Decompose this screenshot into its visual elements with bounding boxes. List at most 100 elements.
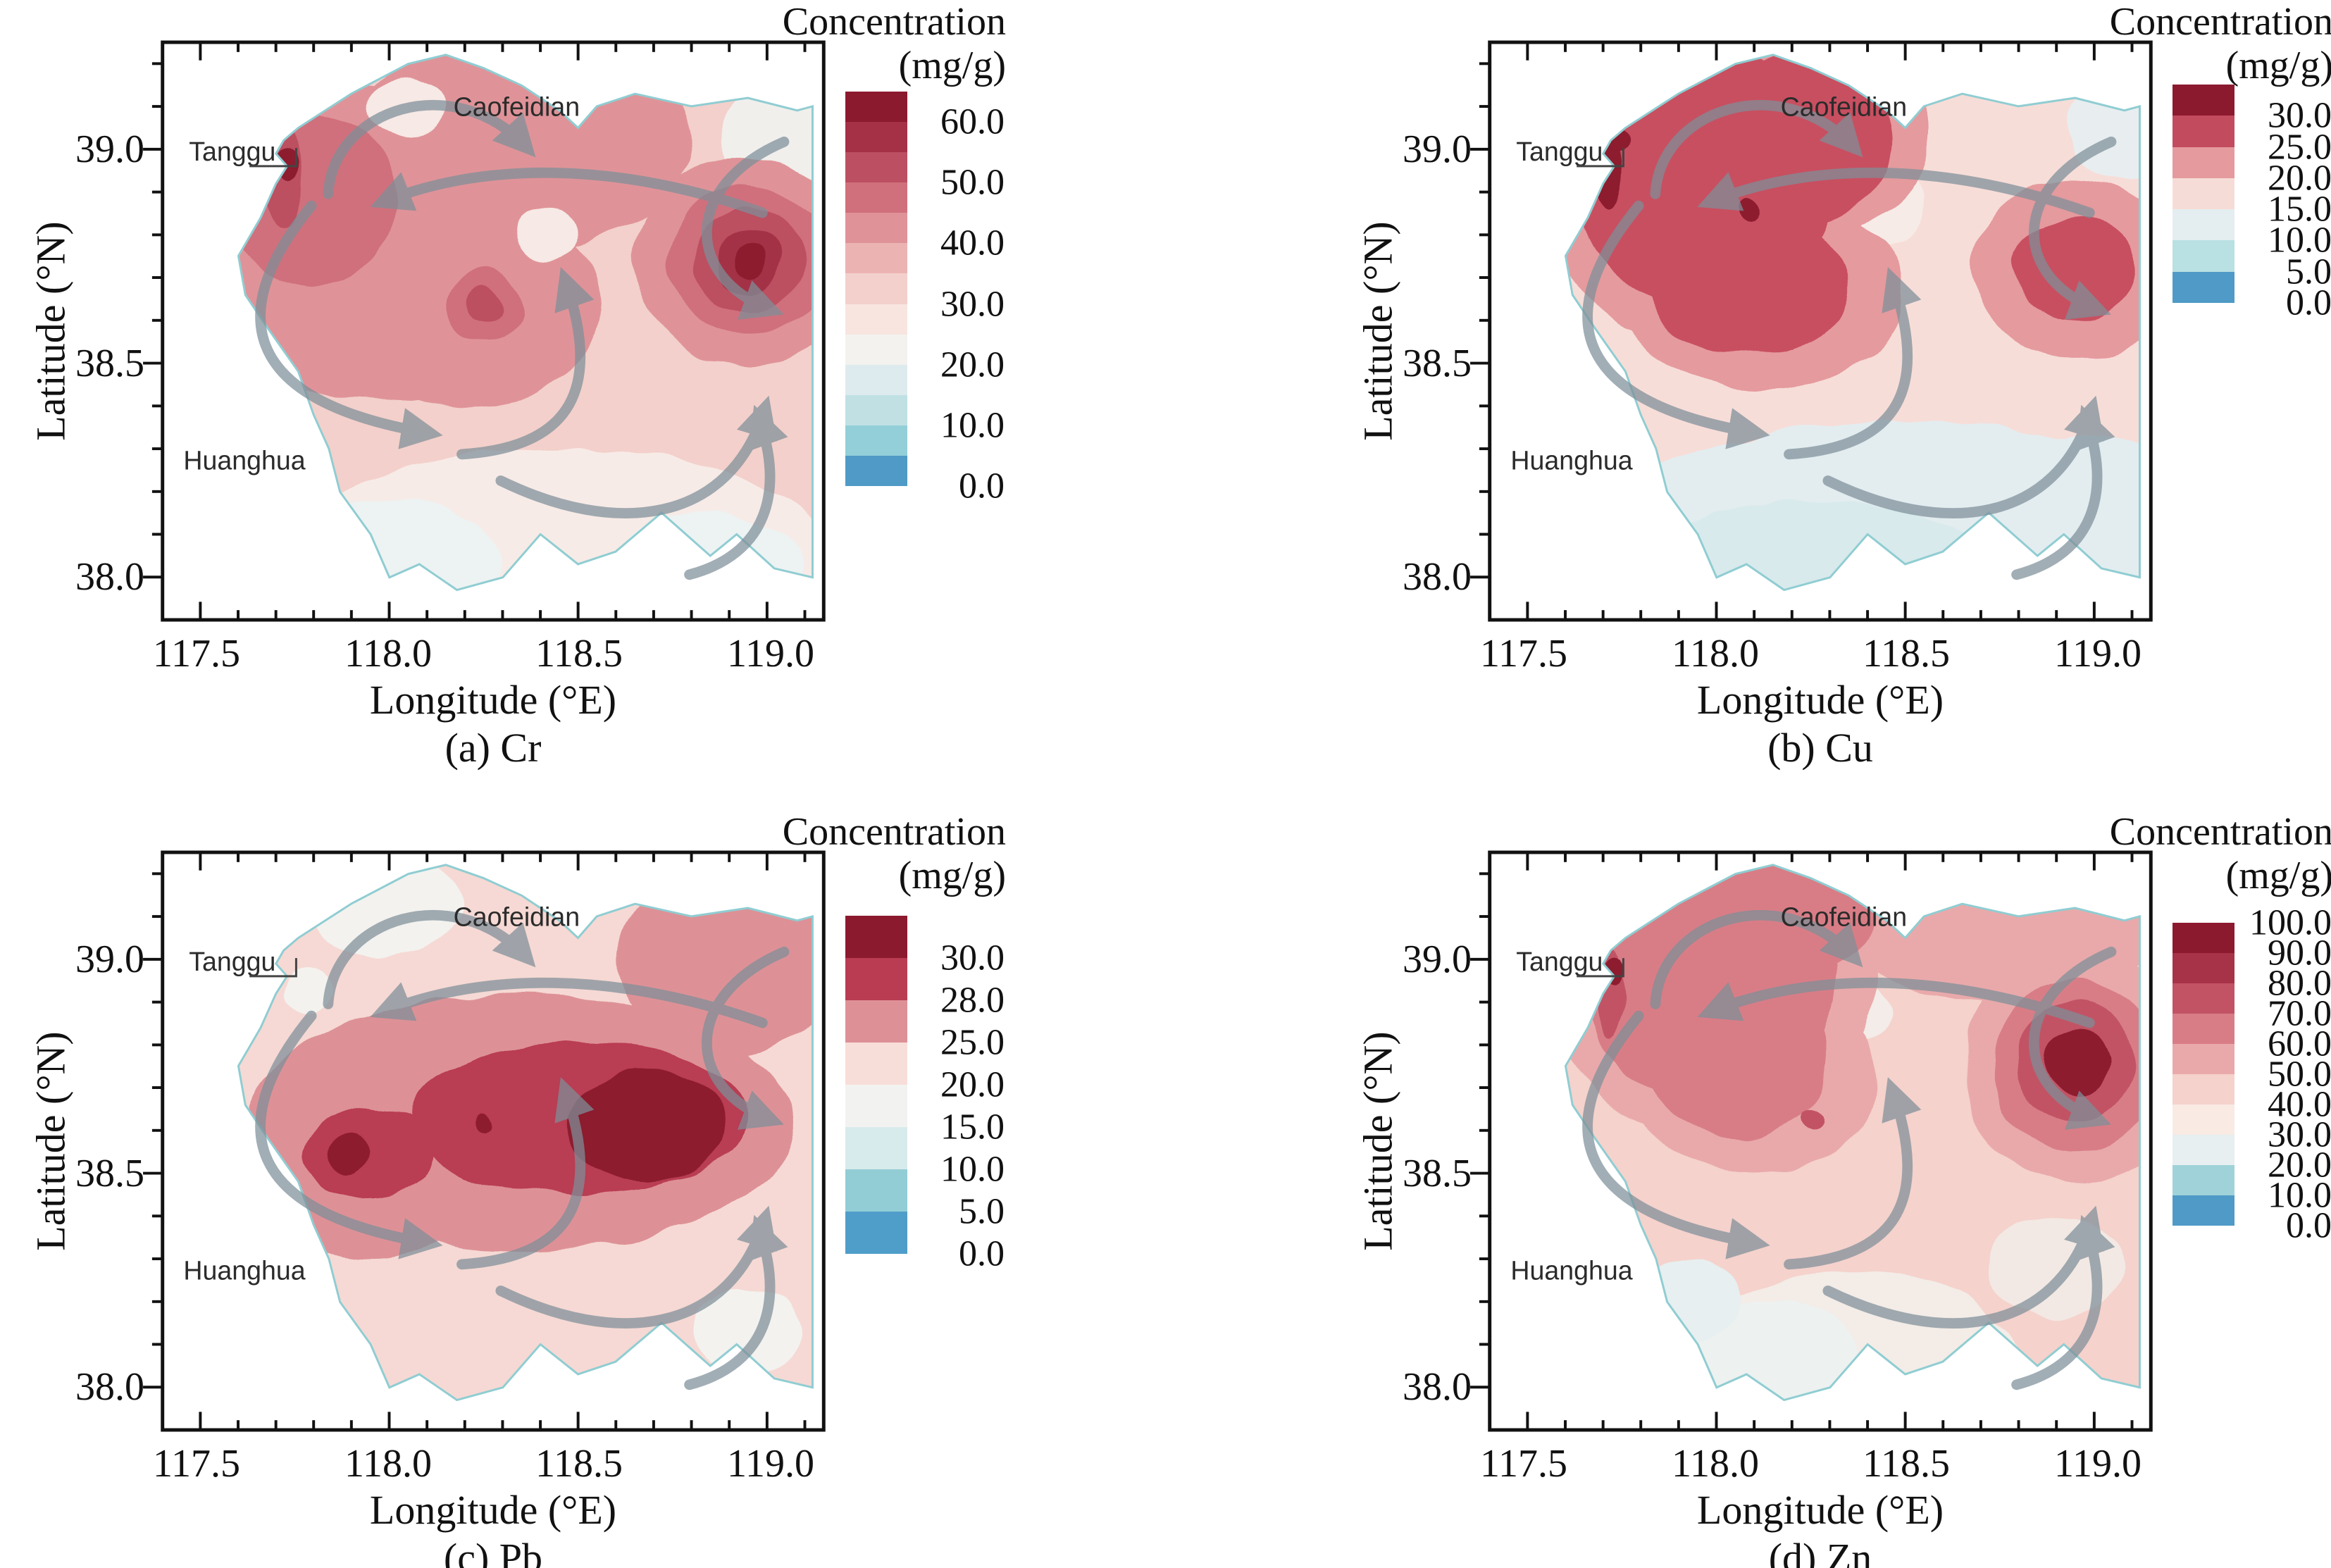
colorbar-block (845, 425, 907, 456)
panel-d: Latitude (°N) 39.0 38.5 38.0 117.5 118.0… (1327, 810, 2331, 1568)
contour-region (566, 1070, 726, 1182)
colorbar-title: Concentration (mg/g) (2002, 810, 2331, 897)
x-tick-label: 117.5 (1480, 1442, 1567, 1486)
contour-region (1644, 217, 1849, 355)
y-tick-label: 38.5 (1403, 342, 1472, 385)
colorbar-block (2173, 983, 2234, 1014)
current-arrow (495, 395, 777, 518)
colorbar-tick-label: 50.0 (940, 162, 1005, 203)
colorbar-tick-label: 25.0 (2268, 127, 2331, 168)
y-axis-label: Latitude (°N) (1355, 221, 1401, 441)
current-arrow (255, 200, 443, 449)
colorbar-block (845, 1127, 907, 1169)
colorbar-tick-label: 10.0 (940, 1149, 1005, 1190)
contour-region (283, 968, 329, 1011)
colorbar-tick-label: 10.0 (2268, 1175, 2331, 1216)
colorbar-tick-label: 5.0 (2286, 251, 2331, 292)
x-tick-label: 118.0 (344, 1442, 432, 1486)
current-arrow (1784, 1077, 1922, 1270)
current-arrow (1650, 909, 1863, 1009)
panel-b: Latitude (°N) 39.0 38.5 38.0 117.5 118.0… (1327, 0, 2331, 784)
plot-border (1488, 850, 2153, 1432)
city-label-caofeidian: Caofeidian (1781, 902, 1907, 932)
city-label-tanggu: Tanggu (1516, 947, 1603, 976)
current-arrow (684, 1214, 788, 1390)
y-tick-label: 39.0 (75, 127, 144, 171)
y-tick-label: 38.0 (75, 1365, 144, 1409)
x-tick-label: 119.0 (727, 632, 814, 676)
city-label-caofeidian: Caofeidian (1781, 92, 1907, 122)
panel-c: Latitude (°N) 39.0 38.5 38.0 117.5 118.0… (0, 810, 1007, 1568)
current-arrow (255, 1010, 443, 1259)
current-arrow (323, 909, 536, 1009)
city-label-huanghua: Huanghua (183, 446, 305, 475)
y-tick-label: 38.5 (75, 1152, 144, 1195)
colorbar-tick-label: 25.0 (940, 1022, 1005, 1063)
colorbar (2173, 85, 2234, 303)
colorbar-block (2173, 116, 2234, 147)
current-arrow (1582, 1010, 1770, 1259)
panel-caption: (a) Cr (445, 725, 542, 771)
x-tick-label: 117.5 (153, 1442, 240, 1486)
colorbar-block (845, 1085, 907, 1127)
colorbar-tick-label: 30.0 (940, 284, 1005, 325)
colorbar-block (845, 182, 907, 213)
current-arrows (255, 99, 790, 580)
city-label-caofeidian: Caofeidian (454, 92, 580, 122)
colorbar-tick-label: 30.0 (2268, 95, 2331, 136)
tanggu-label-connector (1577, 958, 1624, 978)
current-arrow (1650, 99, 1863, 199)
colorbar-block (845, 394, 907, 425)
city-label-huanghua: Huanghua (1510, 1256, 1632, 1286)
colorbar-block (845, 455, 907, 487)
contour-region (1739, 199, 1761, 220)
colorbar-tick-label: 20.0 (2268, 1145, 2331, 1186)
axis-ticks (143, 852, 807, 1430)
current-arrow (2028, 136, 2117, 320)
current-arrow (1697, 977, 2095, 1028)
x-tick-label: 119.0 (727, 1442, 814, 1486)
contour-region (464, 288, 503, 327)
contour-region (731, 243, 766, 278)
y-tick-label: 38.0 (75, 555, 144, 599)
city-label-huanghua: Huanghua (183, 1256, 305, 1286)
colorbar-tick-label: 40.0 (940, 223, 1005, 263)
x-tick-label: 118.5 (1863, 632, 1950, 676)
colorbar-tick-label: 10.0 (940, 405, 1005, 446)
colorbar-tick-label: 80.0 (2268, 963, 2331, 1004)
colorbar-tick-label: 0.0 (959, 1233, 1005, 1274)
current-arrow (701, 946, 790, 1130)
colorbar-tick-label: 28.0 (940, 980, 1005, 1021)
colorbar (2173, 923, 2234, 1226)
x-tick-label: 119.0 (2054, 632, 2142, 676)
y-axis-label: Latitude (°N) (1355, 1031, 1401, 1251)
colorbar-block (845, 243, 907, 274)
city-label-tanggu: Tanggu (1516, 137, 1603, 166)
panel-a: Latitude (°N) 39.0 38.5 38.0 117.5 118.0… (0, 0, 1007, 784)
colorbar-tick-label: 40.0 (2268, 1084, 2331, 1125)
colorbar-tick-label: 15.0 (2268, 189, 2331, 230)
current-arrow (495, 1205, 777, 1329)
colorbar-tick-label: 100.0 (2249, 902, 2331, 943)
contour-region (1644, 968, 1827, 1140)
colorbar-block (2173, 1195, 2234, 1226)
colorbar-block (845, 958, 907, 1000)
current-arrows (1582, 99, 2117, 580)
colorbar-block (2173, 1044, 2234, 1074)
contour-region (330, 1130, 373, 1174)
x-tick-label: 118.0 (1672, 1442, 1759, 1486)
colorbar-block (2173, 271, 2234, 303)
plot-border (1488, 40, 2153, 622)
colorbar-title-line2: (mg/g) (2225, 854, 2331, 897)
colorbar-block (845, 1212, 907, 1254)
panel-caption: (c) Pb (443, 1535, 543, 1568)
city-label-tanggu: Tanggu (189, 947, 275, 976)
colorbar-block (845, 1000, 907, 1043)
contour-region (695, 1288, 802, 1375)
map-plot-b: Tanggu Caofeidian Huanghua (1470, 40, 2153, 622)
colorbar-block (2173, 240, 2234, 272)
colorbar-block (845, 364, 907, 395)
colorbar-block (2173, 1165, 2234, 1195)
contour-region (313, 864, 465, 955)
